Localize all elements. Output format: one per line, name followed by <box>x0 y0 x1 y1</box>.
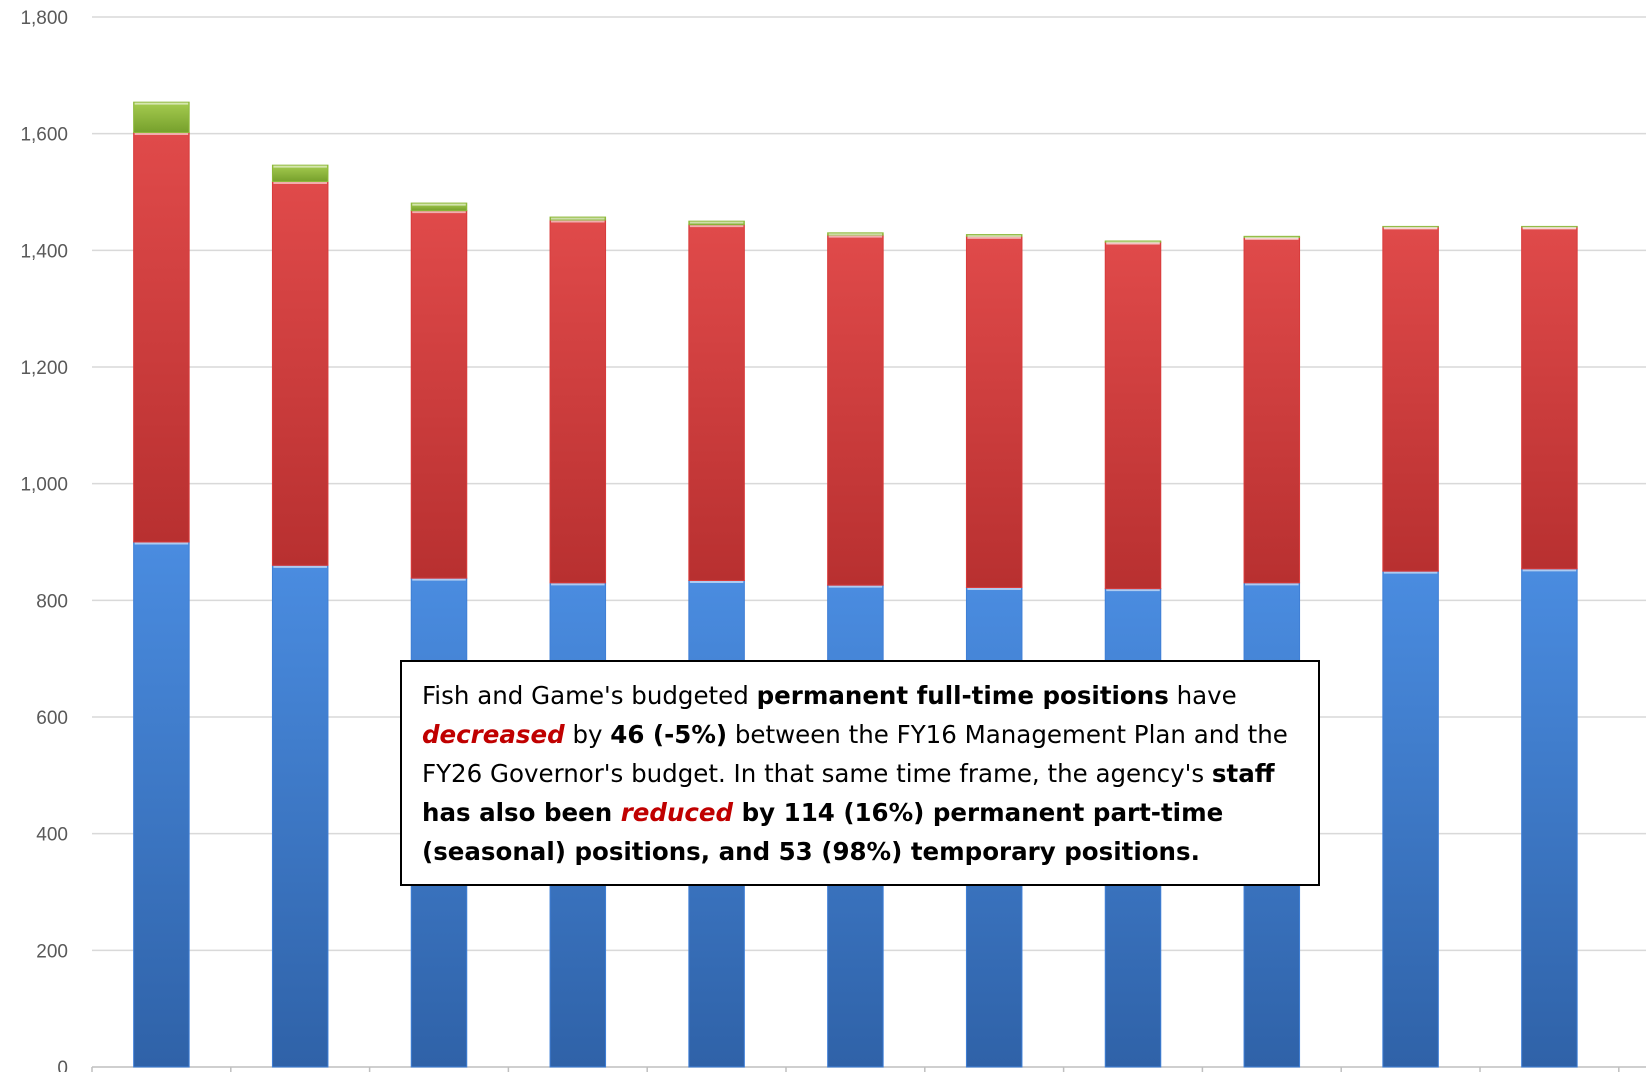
y-tick-label: 200 <box>36 941 68 962</box>
annotation-reduced: reduced <box>620 798 734 827</box>
y-axis: 0 200 400 600 800 1,000 1,200 1,400 1,600 1,800 <box>20 8 68 1072</box>
annotation-box: Fish and Game's budgeted permanent full-… <box>400 660 1320 886</box>
bar-segment <box>1521 225 1578 228</box>
bar-segment <box>827 234 884 586</box>
bars <box>133 101 1578 1068</box>
bar-segment <box>688 224 745 582</box>
y-tick-label: 1,800 <box>20 8 68 29</box>
y-tick-label: 1,200 <box>20 358 68 379</box>
annotation-text-1: Fish and Game's budgeted <box>422 681 757 710</box>
y-tick-label: 400 <box>36 825 68 846</box>
bar-segment <box>133 101 190 133</box>
bar-segment <box>1104 241 1162 590</box>
y-tick-label: 1,400 <box>20 241 68 262</box>
bar-segment <box>271 564 329 1068</box>
annotation-bold-reductions: by 114 (16%) permanent part-time (season… <box>422 798 1224 866</box>
bar-segment <box>1382 570 1439 1068</box>
bar-segment <box>133 132 190 543</box>
bar-segment <box>1382 226 1439 572</box>
annotation-bold-staff: staff has also been <box>422 759 1275 827</box>
y-tick-label: 1,000 <box>20 475 68 496</box>
bar-segment <box>1521 568 1578 1068</box>
bar-segment <box>271 181 329 566</box>
bar-segment <box>1521 226 1578 570</box>
y-tick-label: 800 <box>36 591 68 612</box>
bar-segment <box>965 235 1023 588</box>
annotation-text-5: by <box>564 720 611 749</box>
y-tick-label: 0 <box>57 1058 68 1072</box>
bar-segment <box>410 210 468 579</box>
annotation-bold-full-time: permanent full-time positions <box>756 681 1169 710</box>
annotation-decreased: decreased <box>422 720 565 749</box>
bar-segment <box>1382 225 1439 228</box>
bar-segment <box>549 219 607 584</box>
y-tick-label: 600 <box>36 708 68 729</box>
annotation-text-3: have <box>1168 681 1237 710</box>
bar-segment <box>410 202 468 212</box>
annotation-text-7: between the FY16 Management Plan and the… <box>422 720 1288 788</box>
bar-segment <box>133 541 190 1068</box>
bar-segment <box>271 164 329 183</box>
bar-segment <box>1243 237 1301 584</box>
annotation-bold-46: 46 (-5%) <box>610 720 728 749</box>
y-tick-label: 1,600 <box>20 125 68 146</box>
